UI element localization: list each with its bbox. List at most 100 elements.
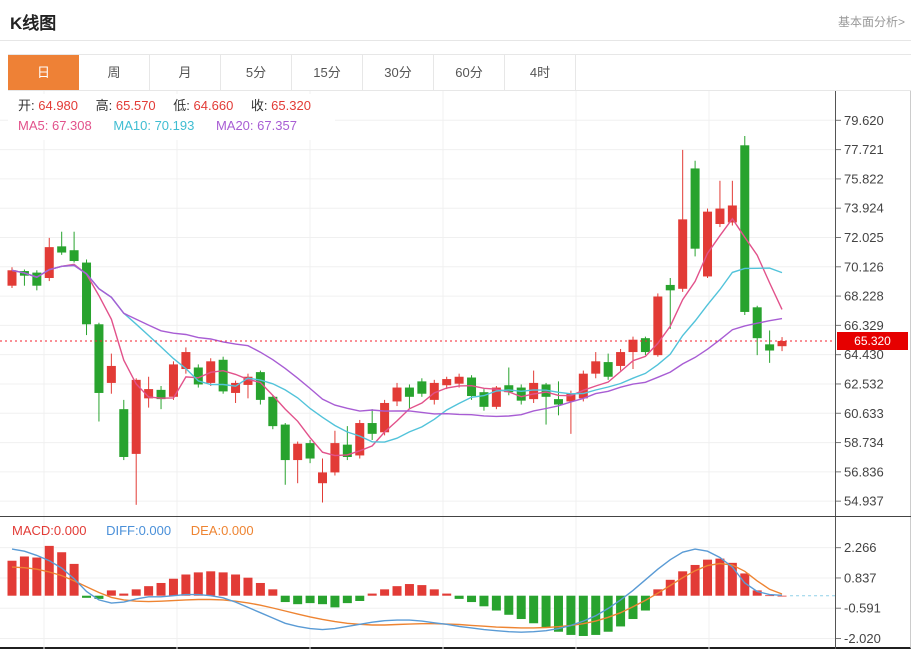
macd-histogram-bar[interactable] (454, 595, 464, 599)
candle-body[interactable] (305, 443, 315, 459)
candle[interactable] (243, 373, 253, 399)
macd-histogram-bar[interactable] (690, 564, 700, 596)
macd-histogram-bar[interactable] (44, 545, 54, 596)
candle-body[interactable] (616, 352, 626, 366)
macd-histogram-bar[interactable] (206, 571, 216, 596)
candle-body[interactable] (392, 387, 402, 402)
candle-body[interactable] (715, 208, 725, 224)
macd-histogram-bar[interactable] (318, 595, 327, 605)
candle[interactable] (367, 409, 377, 441)
macd-histogram-bar[interactable] (268, 589, 278, 596)
macd-histogram-bar[interactable] (168, 578, 178, 596)
macd-histogram-bar[interactable] (380, 589, 390, 596)
period-tab-7[interactable]: 4时 (505, 55, 576, 90)
candle-body[interactable] (380, 402, 390, 433)
macd-histogram-bar[interactable] (330, 595, 340, 608)
candle[interactable] (479, 389, 489, 411)
candle-body[interactable] (181, 352, 191, 370)
macd-histogram-bar[interactable] (727, 562, 737, 596)
macd-histogram-bar[interactable] (280, 595, 290, 603)
candle[interactable] (541, 382, 551, 425)
candle[interactable] (740, 136, 750, 316)
candle[interactable] (404, 384, 414, 410)
candle-body[interactable] (516, 387, 526, 401)
candle[interactable] (106, 353, 116, 394)
candle[interactable] (442, 376, 452, 390)
macd-histogram-bar[interactable] (578, 595, 588, 636)
candle[interactable] (119, 399, 129, 461)
macd-histogram-bar[interactable] (603, 595, 613, 632)
macd-histogram-bar[interactable] (491, 595, 501, 611)
candle-body[interactable] (491, 387, 501, 407)
macd-histogram-bar[interactable] (131, 589, 141, 596)
macd-histogram-bar[interactable] (355, 595, 365, 601)
candle-body[interactable] (404, 387, 414, 397)
candle[interactable] (193, 364, 203, 388)
macd-histogram-bar[interactable] (57, 552, 67, 596)
macd-histogram-bar[interactable] (255, 582, 265, 596)
period-tab-5[interactable]: 30分 (363, 55, 434, 90)
candle-body[interactable] (69, 250, 79, 262)
macd-histogram-bar[interactable] (119, 593, 129, 596)
candle[interactable] (678, 149, 688, 292)
fundamental-analysis-link[interactable]: 基本面分析> (837, 15, 905, 29)
macd-histogram-bar[interactable] (541, 595, 551, 628)
macd-histogram-bar[interactable] (777, 595, 787, 597)
macd-histogram-bar[interactable] (529, 595, 539, 624)
candle-body[interactable] (7, 270, 17, 286)
candle-body[interactable] (553, 399, 563, 405)
candle[interactable] (293, 441, 303, 484)
candle[interactable] (529, 370, 539, 403)
macd-histogram-bar[interactable] (678, 571, 688, 596)
candle[interactable] (616, 348, 626, 371)
candle[interactable] (268, 395, 278, 430)
macd-histogram-bar[interactable] (392, 586, 402, 596)
candle-body[interactable] (268, 396, 278, 427)
candle-body[interactable] (106, 365, 116, 383)
candle-body[interactable] (777, 340, 787, 347)
candle-body[interactable] (231, 382, 241, 393)
macd-histogram-bar[interactable] (32, 557, 42, 596)
candle[interactable] (703, 208, 713, 278)
macd-histogram-bar[interactable] (566, 595, 576, 635)
candle[interactable] (94, 322, 104, 422)
candle-body[interactable] (740, 145, 750, 312)
candle[interactable] (231, 380, 241, 403)
candle[interactable] (355, 419, 365, 459)
candle-body[interactable] (479, 392, 489, 407)
candle-body[interactable] (218, 359, 228, 392)
macd-histogram-bar[interactable] (765, 595, 775, 597)
candle[interactable] (82, 259, 92, 336)
candle-body[interactable] (529, 382, 539, 400)
candle[interactable] (181, 347, 191, 374)
candle[interactable] (44, 237, 54, 282)
macd-histogram-bar[interactable] (69, 563, 79, 596)
macd-histogram-bar[interactable] (417, 585, 427, 596)
candle[interactable] (591, 352, 601, 379)
candle[interactable] (255, 370, 265, 405)
macd-histogram-bar[interactable] (715, 558, 725, 596)
candle[interactable] (665, 277, 675, 329)
candle[interactable] (765, 330, 775, 363)
macd-histogram-bar[interactable] (231, 574, 241, 596)
macd-histogram-bar[interactable] (7, 560, 17, 596)
macd-histogram-bar[interactable] (429, 589, 439, 596)
macd-histogram-bar[interactable] (752, 590, 762, 596)
period-tab-2[interactable]: 月 (150, 55, 221, 90)
candle[interactable] (566, 390, 576, 434)
candle-body[interactable] (578, 373, 588, 399)
candle[interactable] (305, 440, 315, 464)
candle-body[interactable] (32, 272, 42, 286)
macd-histogram-bar[interactable] (516, 595, 526, 620)
macd-histogram-bar[interactable] (82, 595, 92, 598)
macd-histogram-bar[interactable] (94, 595, 104, 599)
macd-histogram-bar[interactable] (367, 593, 377, 596)
macd-histogram-bar[interactable] (106, 590, 116, 596)
candle[interactable] (280, 423, 290, 485)
macd-histogram-bar[interactable] (467, 595, 477, 603)
candle-body[interactable] (94, 324, 104, 393)
candle-body[interactable] (280, 424, 290, 461)
candle-body[interactable] (255, 372, 265, 400)
candle[interactable] (504, 367, 514, 396)
candle[interactable] (69, 231, 79, 263)
